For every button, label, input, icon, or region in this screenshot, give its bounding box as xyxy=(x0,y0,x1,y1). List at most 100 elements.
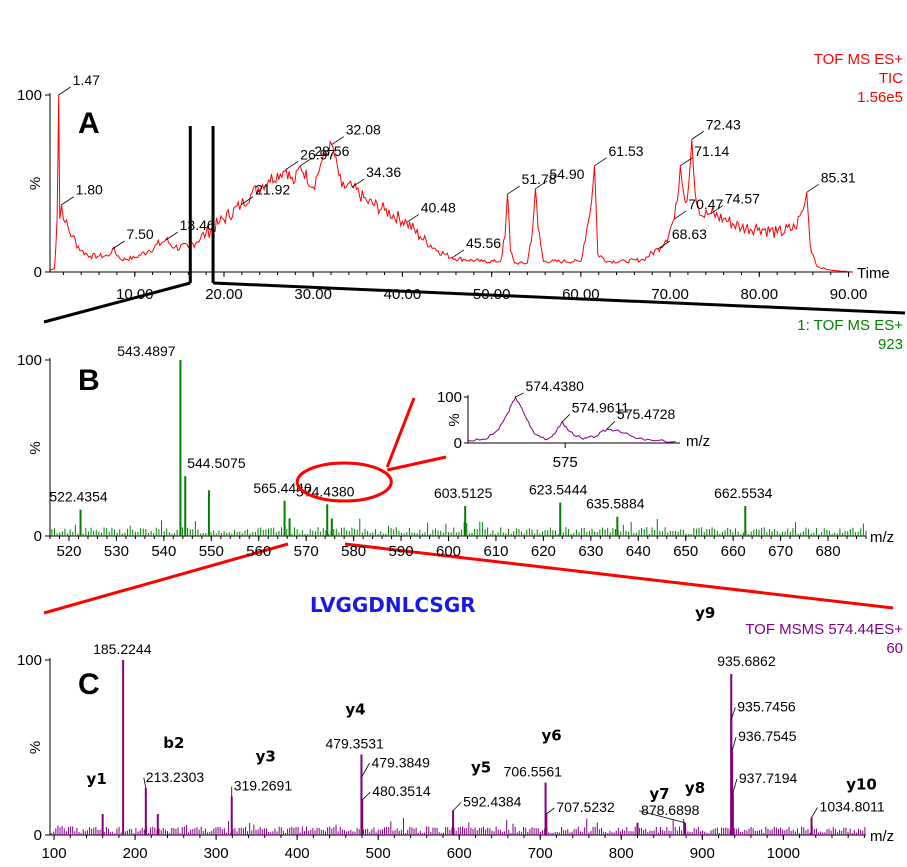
peak-label: 28.56 xyxy=(314,143,349,159)
peak-leader xyxy=(691,130,704,140)
peak-label: 937.7194 xyxy=(739,770,798,786)
panel-header-line: 1.56e5 xyxy=(857,89,903,106)
x-tick-label: 900 xyxy=(690,845,715,862)
y-tick-label: 100 xyxy=(17,352,42,369)
ion-annotation: y8 xyxy=(685,779,705,797)
peak-label: 40.48 xyxy=(421,199,456,215)
x-tick-label: 540 xyxy=(151,543,176,560)
peak-label: 479.3849 xyxy=(371,754,430,770)
panel-header-line: TOF MSMS 574.44ES+ xyxy=(745,621,903,638)
peak-leader xyxy=(61,196,74,206)
zoom-lines xyxy=(43,281,906,615)
peak-leader xyxy=(361,791,371,801)
peak-label: 34.36 xyxy=(366,164,401,180)
zoom-line-c-right xyxy=(344,542,894,610)
peak-label: 21.92 xyxy=(255,182,290,198)
x-axis-label: m/z xyxy=(870,828,894,845)
peak-leader xyxy=(112,240,125,250)
inset-y-tick-label: 0 xyxy=(454,435,462,452)
inset-x-axis-label: m/z xyxy=(686,433,710,450)
highlight-line-2 xyxy=(386,455,447,472)
x-tick-label: 800 xyxy=(609,845,634,862)
y-tick-label: 100 xyxy=(17,652,42,669)
x-tick-label: 50.00 xyxy=(473,286,511,303)
x-tick-label: 10.00 xyxy=(116,286,154,303)
ion-annotation: y6 xyxy=(541,727,561,745)
peak-label: 85.31 xyxy=(821,169,856,185)
peak-label: 71.14 xyxy=(694,143,729,159)
peak-leader xyxy=(285,161,299,170)
peak-leader xyxy=(361,763,370,778)
x-tick-label: 620 xyxy=(531,543,556,560)
x-tick-label: 70.00 xyxy=(651,286,689,303)
peak-label: 54.90 xyxy=(549,166,584,182)
x-tick-label: 680 xyxy=(816,543,841,560)
panel-header-line: TOF MS ES+ xyxy=(814,51,904,68)
x-tick-label: 100 xyxy=(42,845,67,862)
peak-label: 603.5125 xyxy=(434,485,493,501)
inset-trace xyxy=(467,395,676,443)
y-tick-label: 100 xyxy=(17,87,42,104)
inset-peak-leader xyxy=(561,414,571,423)
peak-leader xyxy=(240,196,254,206)
x-tick-label: 560 xyxy=(246,543,271,560)
highlight-ellipse xyxy=(295,461,393,503)
x-tick-label: 300 xyxy=(204,845,229,862)
x-tick-label: 550 xyxy=(199,543,224,560)
ion-annotation: y4 xyxy=(345,701,365,719)
ion-annotation: y5 xyxy=(471,759,491,777)
x-tick-label: 90.00 xyxy=(830,286,868,303)
inset-peak-label: 574.4380 xyxy=(526,378,585,394)
peak-label: 522.4354 xyxy=(49,489,108,505)
panel-a: 0 100% 10.00 20.00 30.00 40.00 50.00 60.00 70.00… xyxy=(17,51,903,303)
peak-leader xyxy=(811,807,818,818)
y-axis-label: % xyxy=(27,441,44,454)
y-axis-label: % xyxy=(27,177,44,190)
x-axis-label: Time xyxy=(857,265,890,282)
peak-label: 319.2691 xyxy=(234,778,293,794)
x-tick-label: 20.00 xyxy=(205,286,243,303)
x-tick-label: 600 xyxy=(436,543,461,560)
peak-label: 185.2244 xyxy=(93,641,152,657)
x-tick-label: 700 xyxy=(528,845,553,862)
peak-leader xyxy=(143,777,147,788)
x-tick-label: 1000 xyxy=(767,845,800,862)
peak-label: 7.50 xyxy=(126,226,153,242)
y-tick-label: 0 xyxy=(34,827,42,844)
peak-label: 935.6862 xyxy=(717,653,776,669)
panel-header-line: 60 xyxy=(886,640,903,657)
peak-label: 1034.8011 xyxy=(820,799,885,815)
x-tick-label: 200 xyxy=(123,845,148,862)
inset-peak-leader xyxy=(515,392,524,398)
y-tick-label: 0 xyxy=(34,528,42,545)
x-tick-label: 640 xyxy=(626,543,651,560)
peak-leader xyxy=(657,240,671,250)
peak-label: 543.4897 xyxy=(117,343,176,359)
peak-label: 51.78 xyxy=(522,171,557,187)
peak-label: 544.5075 xyxy=(187,455,246,471)
peak-label: 878.6898 xyxy=(641,802,700,818)
peak-label: 707.5232 xyxy=(556,799,615,815)
panel-header-line: 923 xyxy=(878,336,903,353)
x-tick-label: 530 xyxy=(104,543,129,560)
zoom-line-left xyxy=(43,281,191,324)
peak-leader xyxy=(731,736,737,752)
inset-peak-leader xyxy=(606,420,616,430)
peak-label: 635.5884 xyxy=(586,496,645,512)
peak-label: 1.47 xyxy=(73,72,100,88)
peak-leader xyxy=(730,707,736,720)
x-tick-label: 60.00 xyxy=(562,286,600,303)
zoom-line-c-left xyxy=(43,542,289,615)
peak-label: 45.56 xyxy=(466,235,501,251)
x-tick-label: 580 xyxy=(341,543,366,560)
inset-peak-label: 575.4728 xyxy=(617,406,676,422)
peak-leader xyxy=(638,810,686,824)
peak-leader xyxy=(351,178,365,188)
peak-leader xyxy=(674,210,687,220)
peak-label: 592.4384 xyxy=(463,794,522,810)
peak-leader xyxy=(58,86,71,96)
peak-leader xyxy=(680,157,693,167)
panel-letter: B xyxy=(78,364,100,397)
peak-label: 479.3531 xyxy=(325,736,384,752)
